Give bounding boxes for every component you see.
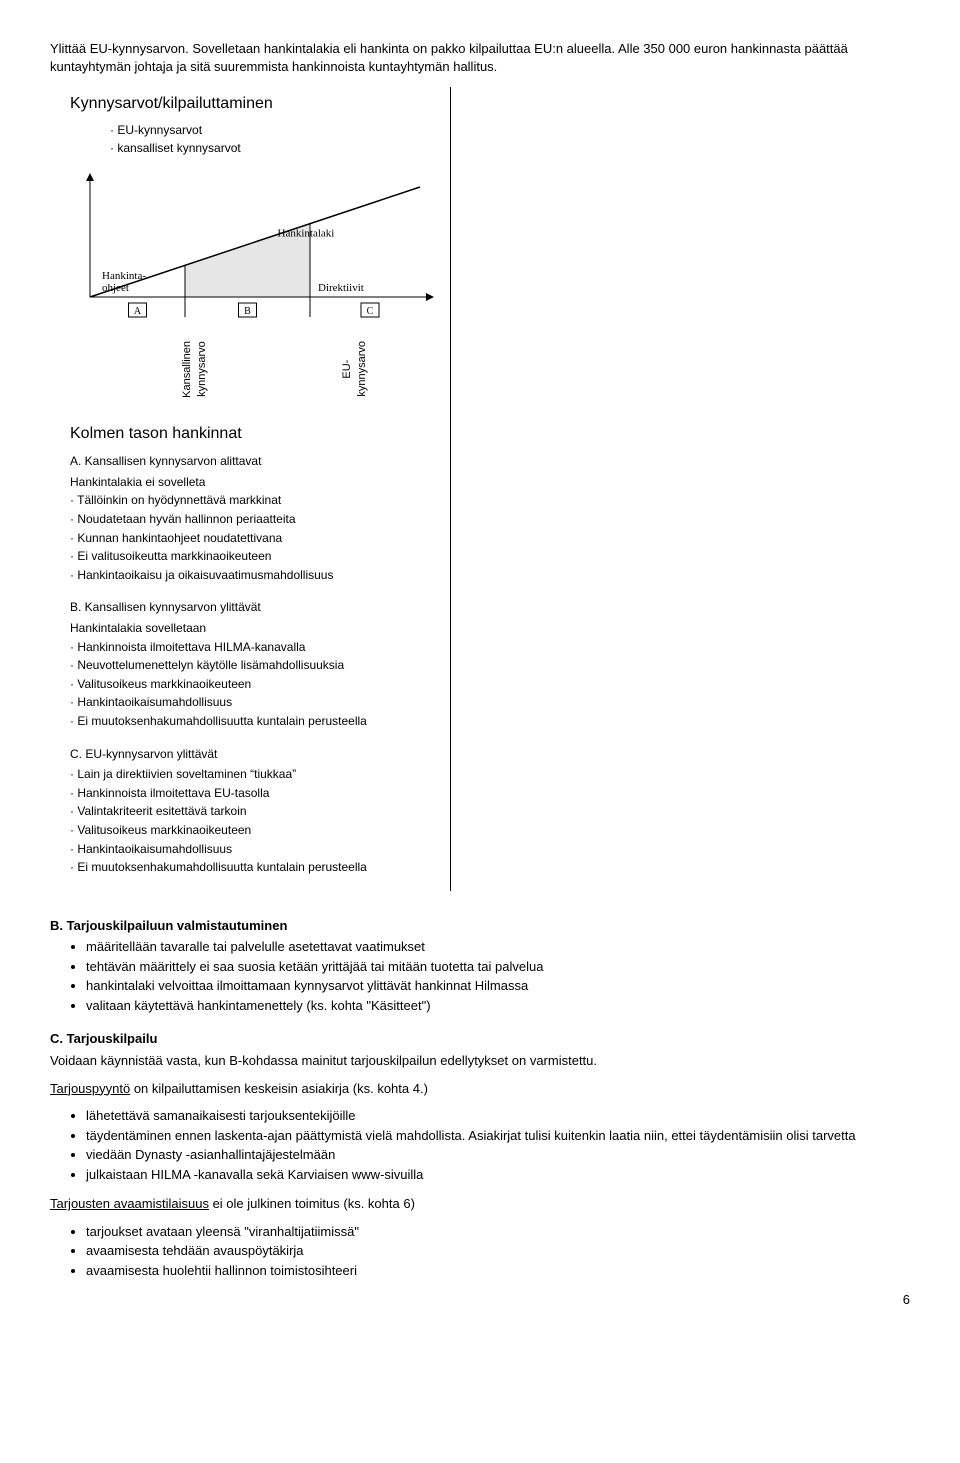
kolmen-title: Kolmen tason hankinnat <box>70 423 440 445</box>
section-c-l1-pre: Lain ja direktiivien soveltaminen <box>77 767 250 781</box>
section-b-sub: Hankintalakia sovelletaan <box>70 619 440 638</box>
b-item-3: hankintalaki velvoittaa ilmoittamaan kyn… <box>86 977 910 995</box>
b-item-1: määritellään tavaralle tai palvelulle as… <box>86 938 910 956</box>
svg-text:C: C <box>367 306 374 317</box>
tarjousten-avaamis-line: Tarjousten avaamistilaisuus ei ole julki… <box>50 1195 910 1213</box>
ta-item-2: avaamisesta tehdään avauspöytäkirja <box>86 1242 910 1260</box>
c-section-para: Voidaan käynnistää vasta, kun B-kohdassa… <box>50 1052 910 1070</box>
svg-text:Hankinta-: Hankinta- <box>102 270 146 282</box>
rot-label-2: EU- kynnysarvo <box>340 341 370 397</box>
section-c-l1-quote: tiukkaa <box>250 767 296 781</box>
section-a-sub: Hankintalakia ei sovelleta <box>70 473 440 492</box>
diagram-sub-1: EU-kynnysarvot <box>110 121 440 139</box>
intro-paragraph: Ylittää EU-kynnysarvon. Sovelletaan hank… <box>50 40 910 75</box>
tp-item-1: lähetettävä samanaikaisesti tarjouksente… <box>86 1107 910 1125</box>
svg-text:B: B <box>244 306 251 317</box>
diagram-container: Kynnysarvot/kilpailuttaminen EU-kynnysar… <box>50 87 451 891</box>
b-section-title: B. Tarjouskilpailuun valmistautuminen <box>50 917 910 935</box>
section-c-l3: Valintakriteerit esitettävä tarkoin <box>70 802 440 821</box>
plot-rot-labels: Kansallinen kynnysarvo EU- kynnysarvo <box>115 341 440 402</box>
rot-label-1: Kansallinen kynnysarvo <box>180 341 210 398</box>
diagram-sub-list: EU-kynnysarvot kansalliset kynnysarvot <box>110 121 440 157</box>
b-item-2: tehtävän määrittely ei saa suosia ketään… <box>86 958 910 976</box>
b-section-list: määritellään tavaralle tai palvelulle as… <box>50 938 910 1014</box>
section-a-heading: A. Kansallisen kynnysarvon alittavat <box>70 452 440 471</box>
section-c-l1: Lain ja direktiivien soveltaminen tiukka… <box>70 765 440 784</box>
tarjousten-avaamis-label: Tarjousten avaamistilaisuus <box>50 1196 209 1211</box>
section-c-l6: Ei muutoksenhakumahdollisuutta kuntalain… <box>70 858 440 877</box>
section-a-l4: Ei valitusoikeutta markkinaoikeuteen <box>70 547 440 566</box>
svg-text:A: A <box>134 306 142 317</box>
section-a-l5: Hankintaoikaisu ja oikaisuvaatimusmahdol… <box>70 566 440 585</box>
tarjousten-avaamis-rest: ei ole julkinen toimitus (ks. kohta 6) <box>209 1196 415 1211</box>
section-c-l4: Valitusoikeus markkinaoikeuteen <box>70 821 440 840</box>
plot-svg: Hankintalaki Hankinta-ohjeet Direktiivit A B… <box>70 167 440 337</box>
section-a: A. Kansallisen kynnysarvon alittavat Han… <box>70 452 440 584</box>
section-a-l2: Noudatetaan hyvän hallinnon periaatteita <box>70 510 440 529</box>
section-b-heading: B. Kansallisen kynnysarvon ylittävät <box>70 598 440 617</box>
section-b-l1: Hankinnoista ilmoitettava HILMA-kanavall… <box>70 638 440 657</box>
ta-item-3: avaamisesta huolehtii hallinnon toimisto… <box>86 1262 910 1280</box>
plot: Hankintalaki Hankinta-ohjeet Direktiivit A B… <box>70 167 440 403</box>
tarjouspyynto-line: Tarjouspyyntö on kilpailuttamisen keskei… <box>50 1080 910 1098</box>
section-c: C. EU-kynnysarvon ylittävät Lain ja dire… <box>70 745 440 877</box>
c-section-title: C. Tarjouskilpailu <box>50 1030 910 1048</box>
section-b: B. Kansallisen kynnysarvon ylittävät Han… <box>70 598 440 730</box>
section-c-l5: Hankintaoikaisumahdollisuus <box>70 840 440 859</box>
section-c-heading: C. EU-kynnysarvon ylittävät <box>70 745 440 764</box>
section-b-l3: Valitusoikeus markkinaoikeuteen <box>70 675 440 694</box>
tp-item-4: julkaistaan HILMA -kanavalla sekä Karvia… <box>86 1166 910 1184</box>
section-a-l3: Kunnan hankintaohjeet noudatettivana <box>70 529 440 548</box>
section-b-l4: Hankintaoikaisumahdollisuus <box>70 693 440 712</box>
tp-item-2: täydentäminen ennen laskenta-ajan päätty… <box>86 1127 910 1145</box>
section-b-l5: Ei muutoksenhakumahdollisuutta kuntalain… <box>70 712 440 731</box>
page-number: 6 <box>50 1291 910 1309</box>
section-c-l2: Hankinnoista ilmoitettava EU-tasolla <box>70 784 440 803</box>
tarjousten-avaamis-list: tarjoukset avataan yleensä "viranhaltija… <box>50 1223 910 1280</box>
tarjouspyynto-list: lähetettävä samanaikaisesti tarjouksente… <box>50 1107 910 1183</box>
diagram-sub-2: kansalliset kynnysarvot <box>110 139 440 157</box>
section-b-l2: Neuvottelumenettelyn käytölle lisämahdol… <box>70 656 440 675</box>
ta-item-1: tarjoukset avataan yleensä "viranhaltija… <box>86 1223 910 1241</box>
diagram-title: Kynnysarvot/kilpailuttaminen <box>70 93 440 115</box>
svg-text:Direktiivit: Direktiivit <box>318 282 364 294</box>
tp-item-3: viedään Dynasty -asianhallintajäjestelmä… <box>86 1146 910 1164</box>
svg-text:Hankintalaki: Hankintalaki <box>278 227 335 239</box>
section-a-l1: Tällöinkin on hyödynnettävä markkinat <box>70 491 440 510</box>
svg-text:ohjeet: ohjeet <box>102 282 129 294</box>
tarjouspyynto-rest: on kilpailuttamisen keskeisin asiakirja … <box>130 1081 428 1096</box>
b-item-4: valitaan käytettävä hankintamenettely (k… <box>86 997 910 1015</box>
tarjouspyynto-label: Tarjouspyyntö <box>50 1081 130 1096</box>
